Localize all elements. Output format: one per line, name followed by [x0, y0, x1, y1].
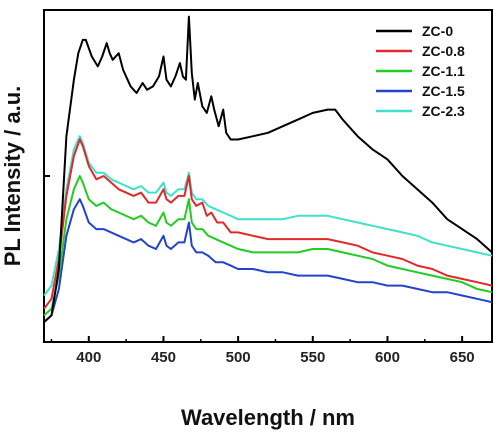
- series-line-zc-0: [43, 15, 493, 323]
- x-tick-label: 600: [375, 349, 400, 366]
- series-line-zc-1-1: [43, 175, 493, 317]
- plot-frame: [43, 9, 493, 343]
- x-tick-label: 450: [151, 349, 176, 366]
- series-layer: [43, 15, 493, 323]
- x-axis-title: Wavelength / nm: [181, 405, 355, 430]
- legend-label: ZC-1.1: [422, 63, 465, 79]
- x-tick-label: 500: [226, 349, 251, 366]
- y-axis-title: PL Intensity / a.u.: [0, 86, 25, 267]
- series-line-zc-2-3: [43, 135, 493, 297]
- legend-label: ZC-0: [422, 23, 453, 39]
- legend-label: ZC-1.5: [422, 83, 465, 99]
- legend-label: ZC-0.8: [422, 43, 465, 59]
- x-tick-label: 400: [76, 349, 101, 366]
- legend: ZC-0 ZC-0.8 ZC-1.1 ZC-1.5 ZC-2.3: [376, 23, 465, 119]
- x-tick-label: 550: [300, 349, 325, 366]
- series-line-zc-0-8: [43, 138, 493, 310]
- x-axis: 400 450 500 550 600 650: [50, 336, 475, 366]
- legend-label: ZC-2.3: [422, 103, 465, 119]
- series-line-zc-1-5: [43, 198, 493, 323]
- x-tick-label: 650: [450, 349, 475, 366]
